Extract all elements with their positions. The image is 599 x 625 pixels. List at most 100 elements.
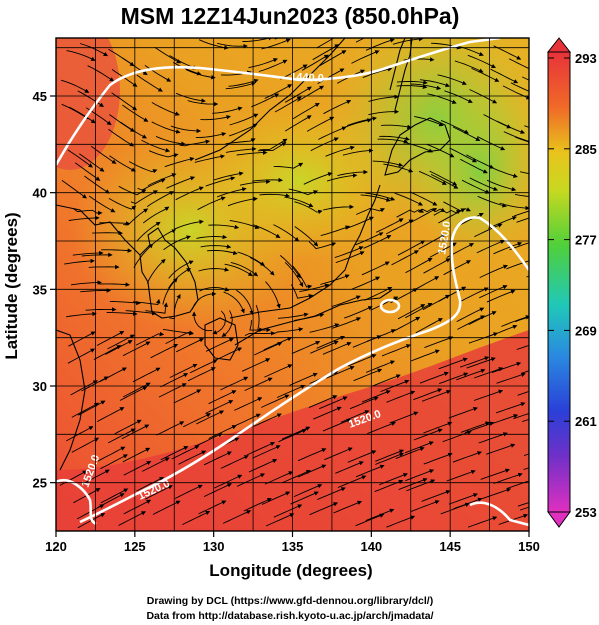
wind-vector — [368, 94, 399, 102]
wind-vector — [137, 178, 166, 191]
x-tick-label: 120 — [45, 539, 67, 554]
wind-vector — [93, 345, 122, 360]
wind-vector — [365, 508, 395, 522]
wind-vector — [150, 229, 177, 247]
wind-vector — [361, 390, 391, 403]
wind-vector — [363, 235, 392, 249]
wind-vector — [96, 331, 125, 346]
wind-vector — [144, 65, 172, 82]
wind-vector — [355, 464, 385, 478]
y-axis: 25 30 35 40 45 — [33, 89, 56, 491]
wind-vector — [147, 173, 177, 187]
wind-vector — [351, 50, 380, 64]
wind-vector — [308, 241, 337, 250]
wind-vector — [88, 264, 120, 270]
wind-vector — [491, 361, 522, 374]
wind-vector — [379, 135, 410, 141]
wind-vector — [236, 289, 254, 316]
wind-vector — [337, 169, 368, 177]
wind-vector — [467, 54, 497, 68]
wind-vector — [355, 232, 384, 246]
wind-vector — [225, 146, 257, 153]
wind-vector — [284, 115, 312, 132]
wind-vector — [334, 246, 364, 259]
wind-vector — [297, 464, 327, 478]
wind-vector — [291, 284, 314, 299]
wind-vector — [419, 371, 449, 384]
wind-vector — [61, 103, 89, 120]
wind-vector — [264, 364, 293, 378]
wind-vector — [480, 468, 510, 480]
x-tick-label: 140 — [360, 539, 382, 554]
wind-vector — [146, 258, 166, 284]
wind-vector — [136, 477, 165, 492]
wind-vector — [216, 187, 247, 198]
wind-vector — [277, 312, 309, 319]
wind-vector — [164, 156, 195, 168]
wind-vector — [454, 44, 484, 57]
wind-vector — [261, 394, 290, 408]
wind-vector — [405, 302, 433, 319]
wind-vector — [88, 195, 116, 213]
wind-vector — [212, 310, 227, 335]
wind-vector — [375, 449, 405, 462]
wind-vector — [460, 287, 489, 302]
wind-vector — [471, 67, 500, 82]
wind-vector — [282, 469, 311, 484]
wind-vector — [273, 224, 300, 242]
wind-vector — [459, 356, 490, 368]
wind-vector — [443, 201, 471, 212]
colorbar-bottom-triangle — [547, 511, 571, 528]
wind-vector — [119, 386, 148, 401]
y-tick-label: 35 — [33, 282, 47, 297]
wind-vector — [132, 298, 161, 305]
wind-vector — [479, 264, 508, 279]
wind-vector — [162, 277, 178, 305]
wind-vector — [224, 263, 253, 277]
wind-vector — [411, 276, 440, 292]
wind-vector — [397, 240, 426, 256]
wind-vector — [316, 335, 346, 349]
wind-vector — [392, 38, 424, 45]
wind-vector — [440, 119, 469, 134]
wind-vector — [284, 86, 312, 103]
wind-vector — [410, 349, 440, 362]
wind-vector — [386, 515, 416, 528]
wind-vector — [101, 248, 133, 253]
wind-vector — [473, 367, 504, 379]
wind-vector — [442, 430, 472, 443]
wind-vector — [310, 340, 339, 354]
wind-vector — [496, 402, 526, 414]
colorbar-ticks: 293 285 277 269 261 253 — [548, 51, 597, 520]
wind-vector — [123, 461, 152, 476]
wind-vector — [187, 367, 216, 382]
wind-vector — [135, 331, 165, 346]
wind-vector — [166, 176, 196, 189]
wind-vector — [488, 324, 518, 337]
wind-vector — [123, 499, 152, 515]
wind-vector — [452, 126, 481, 141]
wind-vector — [366, 360, 395, 373]
wind-vector — [488, 165, 518, 178]
wind-vector — [337, 475, 367, 489]
wind-vector — [439, 372, 469, 385]
wind-vector — [517, 390, 529, 396]
wind-vector — [273, 504, 303, 518]
wind-vector — [212, 106, 243, 114]
wind-vector — [454, 60, 484, 73]
wind-vector — [437, 74, 467, 85]
wind-vector — [236, 473, 266, 487]
wind-vector — [227, 196, 258, 207]
wind-vector — [79, 153, 105, 172]
wind-vector — [414, 115, 444, 127]
wind-vector — [306, 116, 335, 132]
wind-vector — [136, 221, 161, 242]
wind-vector — [71, 280, 102, 286]
wind-vector — [273, 162, 304, 169]
wind-vector — [284, 261, 304, 288]
wind-vector — [274, 96, 302, 113]
wind-vector — [207, 250, 238, 256]
wind-vector — [141, 139, 171, 153]
wind-vector — [284, 196, 314, 208]
wind-vector — [194, 433, 223, 447]
